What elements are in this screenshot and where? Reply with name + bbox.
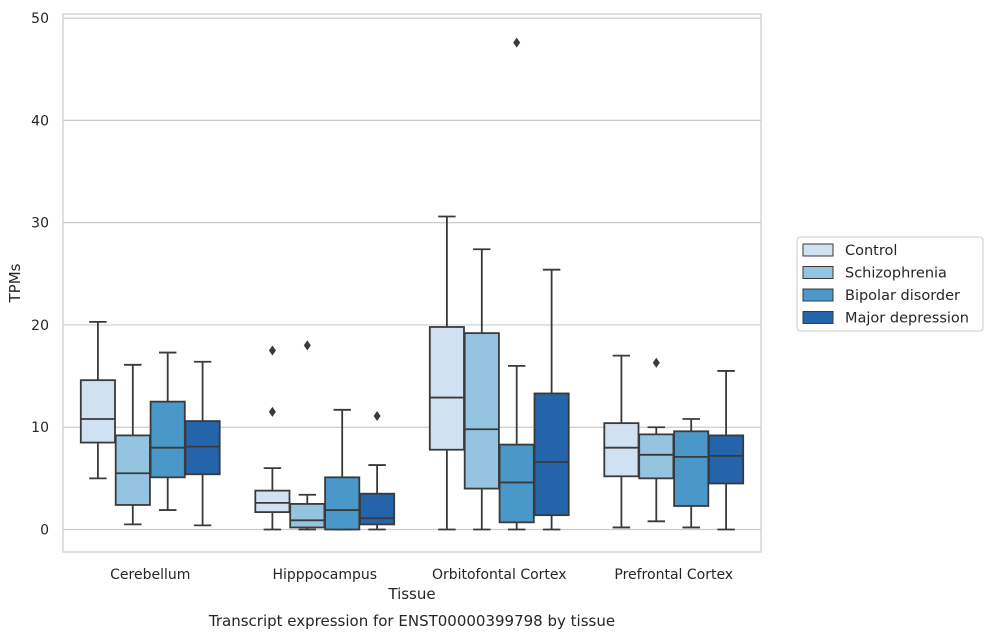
y-tick-label-40: 40: [31, 113, 49, 129]
box-body: [254, 489, 291, 514]
y-tick-label-0: 0: [40, 522, 49, 538]
box-body: [533, 392, 570, 517]
box-body: [324, 476, 361, 531]
box-3-1: [359, 410, 396, 531]
y-tick-label-20: 20: [31, 318, 49, 334]
x-axis-label: Tissue: [387, 585, 435, 603]
x-tick-label-0: Cerebellum: [110, 567, 190, 583]
box-body: [359, 492, 396, 526]
legend-label-1: Schizophrenia: [845, 266, 947, 282]
box-1-0: [114, 363, 151, 526]
box-body: [708, 434, 745, 485]
legend-label-0: Control: [845, 243, 897, 259]
legend-swatch-3: [802, 311, 834, 324]
legend-swatch-1: [802, 266, 834, 279]
box-2-0: [149, 351, 186, 511]
box-body: [463, 332, 500, 490]
outlier-1: [268, 345, 276, 356]
box-0-0: [79, 320, 116, 480]
x-tick-label-2: Orbitofontal Cortex: [432, 567, 567, 583]
y-tick-label-30: 30: [31, 216, 49, 232]
outlier-0: [652, 357, 660, 368]
legend: Control Schizophrenia Bipolar disorder Majo…: [796, 236, 984, 332]
y-tick-label-10: 10: [31, 420, 49, 436]
outlier-0: [373, 410, 381, 421]
legend-label-2: Bipolar disorder: [845, 288, 960, 304]
chart-title: Transcript expression for ENST0000039979…: [208, 612, 615, 630]
legend-frame: [796, 236, 984, 332]
box-body: [428, 326, 465, 451]
box-groups: [79, 37, 745, 531]
outlier-0: [513, 37, 521, 48]
box-3-0: [184, 360, 221, 527]
box-body: [638, 433, 675, 480]
legend-swatch-0: [802, 243, 834, 257]
x-tick-label-1: Hipppocampus: [272, 567, 377, 583]
legend-label-3: Major depression: [845, 311, 969, 327]
y-tick-label-50: 50: [31, 11, 49, 27]
box-0-3: [603, 354, 640, 529]
box-3-3: [708, 370, 745, 531]
box-1-2: [463, 248, 500, 531]
box-2-2: [498, 37, 535, 531]
x-tick-labels: Cerebellum Hipppocampus Orbitofontal Corte…: [110, 567, 733, 583]
x-tick-label-3: Prefrontal Cortex: [614, 567, 733, 583]
y-axis-label: TPMs: [6, 263, 24, 303]
box-body: [498, 443, 535, 524]
outlier-0: [268, 406, 276, 417]
box-body: [289, 503, 326, 529]
box-2-3: [673, 418, 710, 529]
box-body: [149, 400, 186, 479]
y-tick-labels: 0 10 20 30 40 50: [31, 11, 49, 538]
box-0-1: [254, 345, 291, 531]
box-body: [79, 379, 116, 444]
outlier-0: [303, 340, 311, 351]
legend-swatch-2: [802, 288, 834, 302]
box-body: [673, 430, 710, 507]
box-body: [603, 422, 640, 478]
box-body: [184, 420, 221, 476]
plot-frame: [62, 13, 762, 553]
box-2-1: [324, 408, 361, 531]
box-3-2: [533, 268, 570, 531]
box-body: [114, 434, 151, 506]
box-0-2: [428, 215, 465, 531]
